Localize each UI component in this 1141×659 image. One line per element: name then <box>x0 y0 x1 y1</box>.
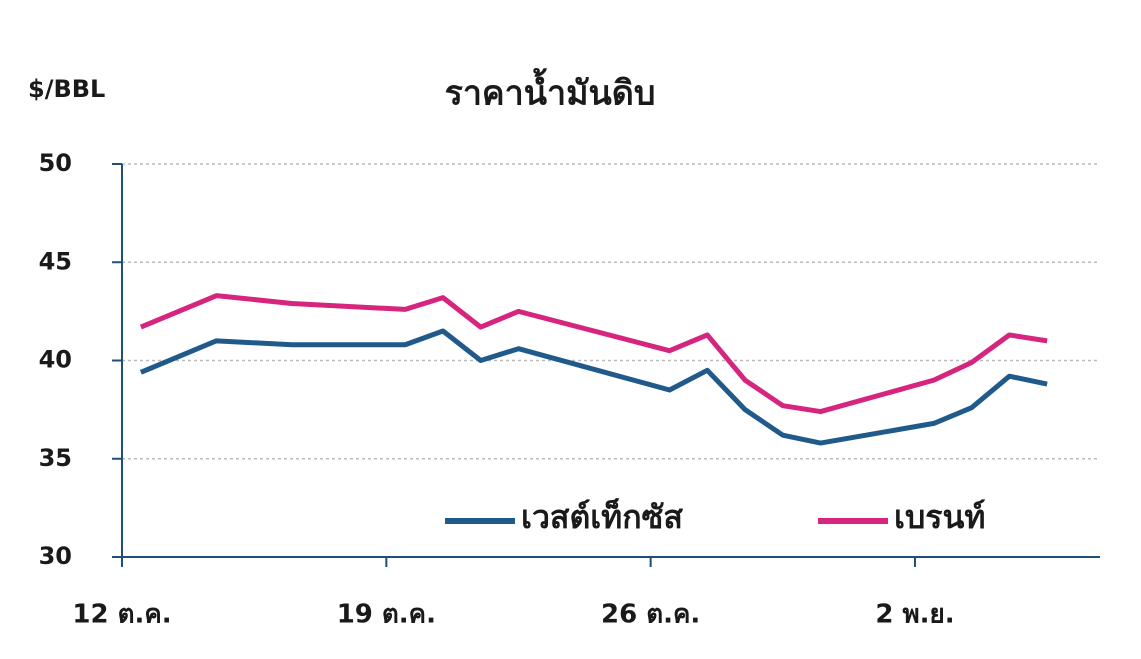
chart-title: ราคาน้ำมันดิบ <box>445 68 656 114</box>
legend-label: เบรนท์ <box>894 498 985 536</box>
y-tick-label: 40 <box>39 346 72 374</box>
x-tick-label: 26 ต.ค. <box>601 600 700 630</box>
x-tick-label: 2 พ.ย. <box>875 600 954 630</box>
legend-label: เวสต์เท็กซัส <box>521 497 683 536</box>
y-axis-label: $/BBL <box>28 75 105 103</box>
y-tick-label: 35 <box>39 444 72 472</box>
y-tick-label: 30 <box>39 542 72 570</box>
x-tick-label: 19 ต.ค. <box>337 600 436 630</box>
y-tick-label: 50 <box>39 149 72 177</box>
series-line <box>139 328 1048 446</box>
y-tick-label: 45 <box>39 247 72 275</box>
series-line <box>139 293 1048 415</box>
x-tick-label: 12 ต.ค. <box>72 600 171 630</box>
